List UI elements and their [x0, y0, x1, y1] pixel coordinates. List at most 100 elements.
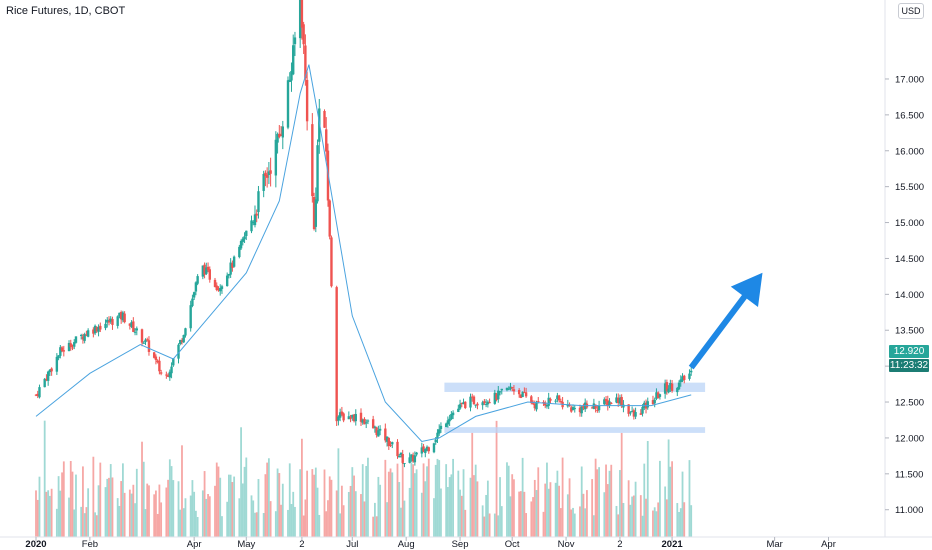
- y-tick-label: 11.000: [895, 505, 923, 516]
- volume-bar: [339, 513, 342, 537]
- x-tick-label: Sep: [452, 539, 469, 550]
- candle-body: [253, 214, 257, 226]
- volume-bar: [304, 499, 307, 537]
- volume-bar: [35, 490, 37, 537]
- candle-body: [398, 456, 401, 458]
- volume-bar: [669, 466, 672, 537]
- volume-bar: [156, 513, 159, 537]
- candle-body: [293, 37, 297, 45]
- volume-bar: [462, 469, 465, 537]
- volume-bar: [207, 493, 209, 537]
- volume-bar: [233, 476, 236, 537]
- candle-body: [184, 328, 187, 336]
- candle-body: [559, 401, 563, 403]
- volume-bar: [594, 458, 597, 537]
- candle-body: [399, 452, 403, 456]
- candle-body: [683, 375, 686, 381]
- candle-body: [142, 342, 145, 344]
- volume-bar: [71, 471, 74, 537]
- volume-bar: [634, 481, 637, 537]
- volume-bar: [243, 466, 246, 537]
- volume-bar: [203, 471, 206, 537]
- candle-body: [568, 405, 571, 407]
- candle-layer: [34, 0, 693, 468]
- volume-bar: [446, 487, 449, 537]
- volume-bar: [509, 496, 512, 537]
- volume-bar: [367, 457, 369, 537]
- volume-bar: [330, 479, 333, 537]
- volume-bar: [327, 500, 329, 537]
- candle-body: [194, 282, 198, 292]
- volume-bar: [294, 506, 296, 537]
- candle-body: [274, 139, 278, 176]
- volume-bar: [92, 456, 95, 537]
- candle-body: [464, 401, 467, 408]
- candle-body: [580, 406, 583, 414]
- candle-body: [335, 287, 338, 422]
- candle-body: [630, 411, 634, 413]
- volume-bar: [643, 463, 646, 537]
- projection-arrow-layer: [688, 272, 763, 370]
- volume-bar: [267, 458, 270, 537]
- volume-bar: [325, 511, 328, 537]
- volume-bar: [146, 483, 149, 537]
- volume-bar: [335, 490, 338, 537]
- volume-bar: [302, 515, 305, 537]
- candle-body: [615, 397, 618, 403]
- volume-bar: [340, 485, 343, 537]
- candle-body: [290, 71, 293, 81]
- volume-bar: [229, 474, 232, 537]
- candle-body: [451, 412, 455, 416]
- candle-body: [604, 399, 608, 402]
- candle-body: [300, 0, 304, 28]
- volume-bar: [433, 498, 435, 537]
- candle-body: [79, 334, 83, 336]
- volume-bar: [217, 466, 220, 537]
- currency-badge[interactable]: USD: [898, 3, 924, 19]
- volume-bar: [499, 477, 501, 537]
- volume-bar: [106, 478, 109, 537]
- candle-body: [391, 442, 394, 445]
- volume-bar: [532, 497, 534, 537]
- volume-bar: [196, 516, 199, 537]
- volume-bar: [396, 463, 399, 537]
- volume-bar: [99, 462, 102, 537]
- candle-body: [252, 222, 255, 224]
- candle-body: [608, 401, 611, 406]
- volume-bar: [671, 461, 673, 537]
- volume-bar: [401, 460, 404, 537]
- candle-body: [542, 402, 545, 404]
- candle-body: [481, 402, 484, 406]
- candle-body: [681, 376, 684, 381]
- candle-body: [557, 395, 561, 401]
- candle-body: [497, 390, 500, 400]
- candle-body: [191, 298, 194, 306]
- candle-body: [106, 319, 109, 323]
- volume-bar: [276, 468, 279, 537]
- candle-body: [578, 407, 582, 413]
- candle-body: [192, 292, 196, 298]
- x-tick-label: Apr: [821, 539, 836, 550]
- volume-bar: [641, 515, 644, 537]
- candle-body: [688, 373, 691, 379]
- volume-bar: [128, 489, 131, 537]
- volume-bar: [521, 457, 524, 537]
- candle-body: [330, 237, 333, 287]
- volume-bar: [652, 510, 654, 537]
- candle-body: [302, 24, 305, 45]
- candle-body: [385, 436, 389, 442]
- volume-bar: [254, 512, 256, 537]
- candle-body: [189, 305, 192, 329]
- candle-body: [510, 387, 514, 389]
- volume-bar: [413, 473, 416, 537]
- candle-body: [363, 418, 366, 425]
- candle-body: [325, 129, 328, 152]
- volume-bar: [424, 481, 427, 537]
- volume-bar: [94, 512, 96, 537]
- volume-bar: [135, 468, 138, 537]
- candle-body: [472, 396, 476, 405]
- volume-bar: [617, 514, 620, 537]
- x-tick-label: 2: [617, 539, 622, 550]
